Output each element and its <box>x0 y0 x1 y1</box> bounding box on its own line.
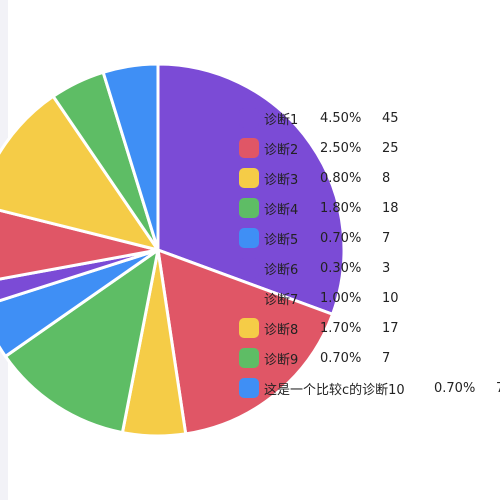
legend-item[interactable]: 诊断7 1.00% 10 <box>239 283 500 313</box>
legend-item[interactable]: 诊断6 0.30% 3 <box>239 253 500 283</box>
legend-swatch <box>239 138 259 158</box>
pie-slice-6[interactable] <box>0 248 160 307</box>
legend-value: 25 <box>382 140 399 156</box>
legend-item[interactable]: 诊断2 2.50% 25 <box>239 133 500 163</box>
legend-value: 17 <box>382 320 399 336</box>
legend-item[interactable]: 这是一个比较c的诊断10 0.70% 7 <box>239 373 500 403</box>
legend-label: 诊断8 <box>264 322 299 338</box>
pie-slice-5[interactable] <box>0 248 160 358</box>
legend-swatch <box>239 168 259 188</box>
legend-item[interactable]: 诊断5 0.70% 7 <box>239 223 500 253</box>
legend-value: 7 <box>382 350 391 366</box>
pie-slice-4[interactable] <box>3 248 160 435</box>
legend-label: 诊断9 <box>264 352 299 368</box>
legend-label: 诊断2 <box>264 142 299 158</box>
legend-percent: 0.80% <box>320 170 362 186</box>
legend-item[interactable]: 诊断8 1.70% 17 <box>239 313 500 343</box>
pie-slice-8[interactable] <box>0 94 160 252</box>
pie-slice-7[interactable] <box>0 205 160 284</box>
legend-value: 3 <box>382 260 391 276</box>
pie-slice-10[interactable] <box>101 62 160 252</box>
legend-label: 这是一个比较c的诊断10 <box>264 382 405 398</box>
legend-percent: 1.80% <box>320 200 362 216</box>
legend-percent: 1.00% <box>320 290 362 306</box>
chart-legend: 诊断1 4.50% 45 诊断2 2.50% 25 诊断3 0.80% 8 诊断4 1.80% 18 诊… <box>239 103 500 403</box>
legend-swatch <box>239 228 259 248</box>
legend-label: 诊断5 <box>264 232 299 248</box>
legend-label: 诊断4 <box>264 202 299 218</box>
legend-item[interactable]: 诊断3 0.80% 8 <box>239 163 500 193</box>
legend-swatch <box>239 258 259 278</box>
legend-value: 45 <box>382 110 399 126</box>
legend-swatch <box>239 198 259 218</box>
legend-swatch <box>239 348 259 368</box>
legend-swatch <box>239 378 259 398</box>
legend-label: 诊断3 <box>264 172 299 188</box>
legend-item[interactable]: 诊断4 1.80% 18 <box>239 193 500 223</box>
legend-label: 诊断1 <box>264 112 299 128</box>
legend-value: 18 <box>382 200 399 216</box>
legend-percent: 1.70% <box>320 320 362 336</box>
legend-item[interactable]: 诊断9 0.70% 7 <box>239 343 500 373</box>
legend-percent: 0.70% <box>434 380 476 396</box>
legend-percent: 4.50% <box>320 110 362 126</box>
legend-value: 7 <box>382 230 391 246</box>
legend-percent: 0.70% <box>320 230 362 246</box>
legend-percent: 0.30% <box>320 260 362 276</box>
legend-percent: 0.70% <box>320 350 362 366</box>
legend-value: 10 <box>382 290 399 306</box>
pie-slice-2[interactable] <box>156 248 335 436</box>
legend-value: 7 <box>496 381 500 396</box>
legend-percent: 2.50% <box>320 140 362 156</box>
legend-swatch <box>239 288 259 308</box>
legend-label: 诊断6 <box>264 262 299 278</box>
legend-label: 诊断7 <box>264 292 299 308</box>
pie-slice-1[interactable] <box>156 62 346 316</box>
legend-value: 8 <box>382 170 391 186</box>
legend-swatch <box>239 318 259 338</box>
legend-swatch <box>239 108 259 128</box>
legend-item[interactable]: 诊断1 4.50% 45 <box>239 103 500 133</box>
